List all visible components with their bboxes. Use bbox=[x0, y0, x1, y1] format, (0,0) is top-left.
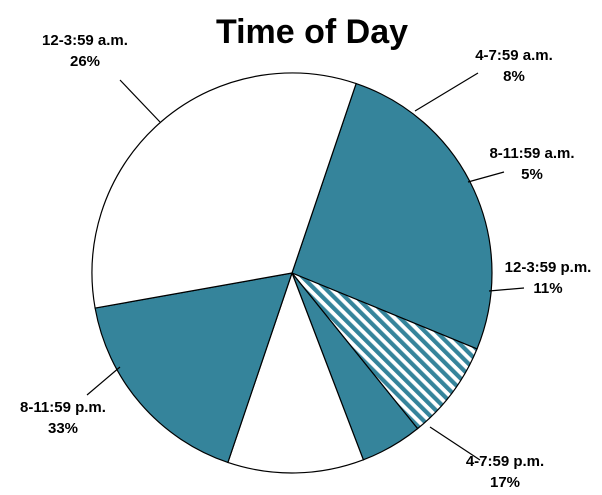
slice-label: 12-3:59 p.m. 11% bbox=[505, 259, 592, 297]
leader-line bbox=[467, 171, 505, 183]
slice-label-value: 17% bbox=[490, 474, 520, 491]
leader-line bbox=[429, 426, 481, 461]
leader-line bbox=[488, 287, 525, 292]
slice-label: 12-3:59 a.m. 26% bbox=[42, 32, 128, 70]
slice-label-name: 8-11:59 a.m. bbox=[489, 145, 574, 162]
leader-line bbox=[86, 366, 121, 396]
slice-label: 4-7:59 p.m. 17% bbox=[466, 453, 544, 491]
slice-label: 8-11:59 a.m. 5% bbox=[489, 145, 574, 183]
pie-slice bbox=[227, 271, 365, 474]
slice-label-name: 4-7:59 a.m. bbox=[475, 47, 553, 64]
chart-title: Time of Day bbox=[216, 13, 408, 51]
slice-label: 4-7:59 a.m. 8% bbox=[475, 47, 553, 85]
leader-lines bbox=[86, 72, 525, 461]
slice-label-name: 12-3:59 p.m. bbox=[505, 259, 592, 276]
leader-line bbox=[119, 79, 161, 123]
pie-slice bbox=[94, 272, 293, 464]
leader-line bbox=[414, 72, 479, 112]
slice-label-value: 8% bbox=[503, 68, 525, 85]
slice-label-value: 11% bbox=[533, 280, 562, 297]
slice-label: 8-11:59 p.m. 33% bbox=[20, 399, 106, 437]
slice-label-value: 33% bbox=[48, 420, 78, 437]
slice-labels: 12-3:59 a.m. 26% 4-7:59 a.m. 8% 8-11:59 a.m.… bbox=[20, 32, 591, 491]
slice-label-value: 26% bbox=[70, 53, 100, 70]
slice-label-name: 12-3:59 a.m. bbox=[42, 32, 128, 49]
slice-label-value: 5% bbox=[521, 166, 543, 183]
pie-slice bbox=[291, 82, 493, 350]
slice-label-name: 4-7:59 p.m. bbox=[466, 453, 544, 470]
slice-label-name: 8-11:59 p.m. bbox=[20, 399, 106, 416]
pie-slice bbox=[91, 72, 357, 309]
pie-slices bbox=[91, 72, 493, 474]
pie-slice bbox=[291, 272, 478, 430]
